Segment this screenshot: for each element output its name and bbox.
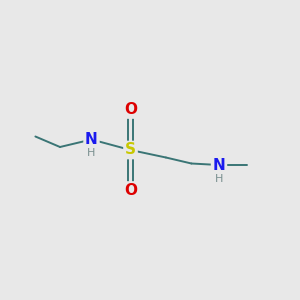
Text: S: S — [125, 142, 136, 158]
Text: N: N — [85, 132, 98, 147]
Text: H: H — [215, 173, 223, 184]
Text: H: H — [87, 148, 96, 158]
Text: O: O — [124, 102, 137, 117]
Text: O: O — [124, 183, 137, 198]
Text: N: N — [213, 158, 225, 172]
